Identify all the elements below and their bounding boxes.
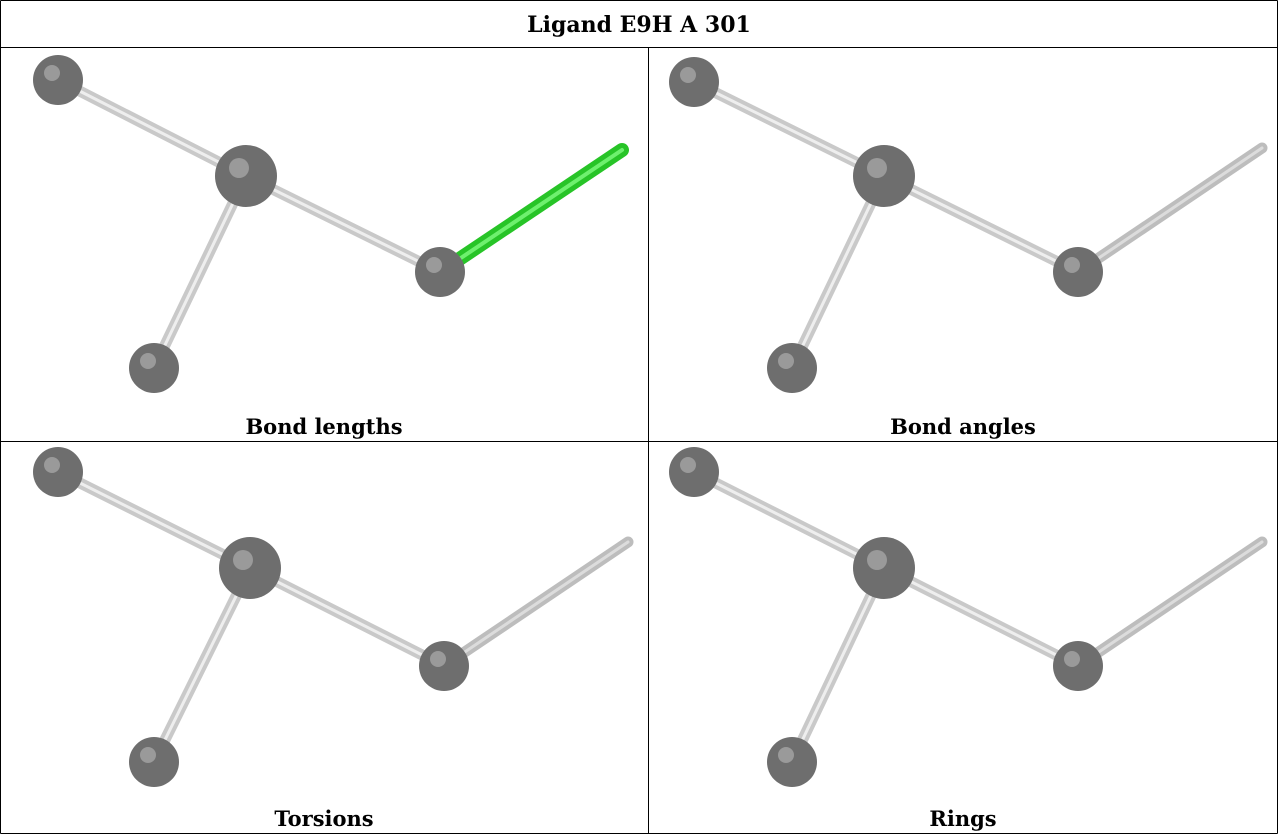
atom: [1053, 641, 1103, 691]
atom: [853, 145, 915, 207]
atom: [129, 343, 179, 393]
bond: [148, 170, 252, 374]
figure-title: Ligand E9H A 301: [527, 12, 751, 38]
panel-bond-lengths-molecule: [33, 55, 629, 393]
bond: [786, 170, 890, 374]
atom: [669, 57, 719, 107]
bond: [52, 466, 256, 574]
panel-bond-angles-molecule: [669, 57, 1268, 393]
atom: [219, 537, 281, 599]
bond: [52, 74, 252, 182]
atom: [129, 737, 179, 787]
atom: [215, 145, 277, 207]
bond: [244, 562, 450, 672]
bond: [240, 170, 446, 278]
atom: [767, 737, 817, 787]
atom: [767, 343, 817, 393]
panel-rings-molecule: [669, 447, 1268, 787]
bond: [688, 466, 890, 574]
atom: [33, 447, 83, 497]
bond: [688, 76, 890, 182]
highlighted-bond: [433, 143, 629, 279]
bond: [1072, 142, 1268, 278]
atom: [1053, 247, 1103, 297]
bond: [786, 562, 890, 768]
atom: [33, 55, 83, 105]
bond: [438, 536, 634, 672]
atom: [853, 537, 915, 599]
atom: [419, 641, 469, 691]
bond: [148, 562, 256, 768]
panel-caption: Rings: [929, 806, 997, 831]
panel-torsions-molecule: [33, 447, 634, 787]
bond: [1072, 536, 1268, 672]
bond: [878, 562, 1084, 672]
bond: [878, 170, 1084, 278]
atom: [415, 247, 465, 297]
atom: [669, 447, 719, 497]
panel-caption: Bond angles: [890, 414, 1036, 439]
panel-caption: Torsions: [274, 806, 374, 831]
panel-caption: Bond lengths: [245, 414, 403, 439]
